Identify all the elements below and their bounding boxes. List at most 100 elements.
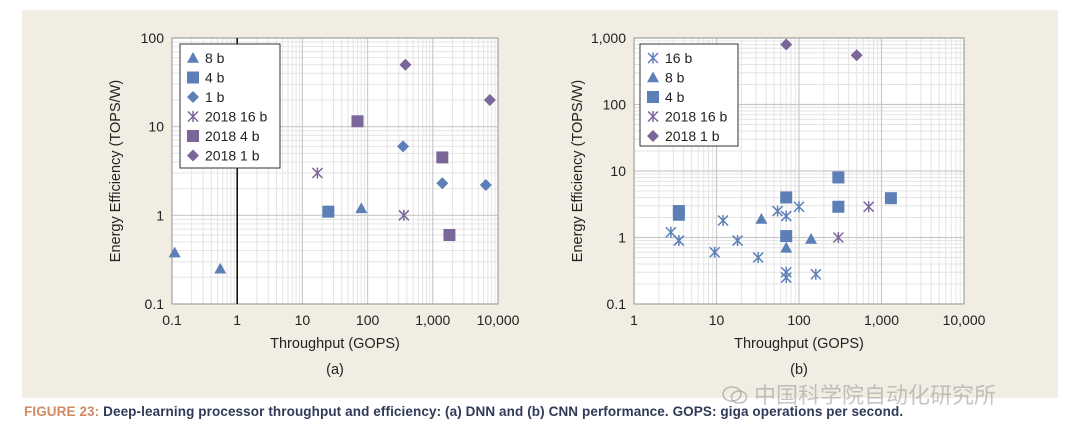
series-5 (399, 58, 496, 106)
data-point (436, 151, 449, 164)
x-axis-label: Throughput (GOPS) (734, 336, 864, 352)
data-point (443, 229, 456, 242)
data-point (351, 115, 364, 128)
data-point (479, 178, 492, 191)
legend: 16 b 8 b 4 b 2018 16 b 2018 1 b (639, 43, 739, 147)
legend-entry: 8 b (205, 50, 225, 66)
series-3 (832, 201, 875, 244)
data-point (483, 93, 496, 106)
data-point (780, 38, 793, 51)
y-tick-label: 10 (610, 163, 626, 179)
x-axis-label: Throughput (GOPS) (270, 336, 400, 352)
data-point (832, 200, 845, 213)
data-point (436, 177, 449, 190)
watermark-text: 中国科学院自动化研究所 (754, 383, 997, 408)
x-tick-label: 1 (233, 312, 241, 328)
data-point (755, 212, 768, 224)
data-point (399, 58, 412, 71)
legend-entry: 8 b (665, 70, 685, 86)
legend-entry: 16 b (665, 50, 692, 66)
data-point (780, 230, 793, 243)
legend-marker (647, 71, 659, 83)
legend-marker (187, 130, 199, 142)
data-point (355, 202, 368, 214)
legend-marker (187, 71, 199, 84)
legend-entry: 1 b (205, 89, 225, 105)
wechat-icon (722, 385, 748, 405)
x-tick-label: 1,000 (864, 312, 899, 328)
data-point (863, 201, 875, 213)
data-point (397, 140, 410, 153)
legend-marker (647, 91, 659, 103)
legend-marker (187, 52, 199, 63)
legend-marker (647, 52, 659, 64)
legend-entry: 2018 16 b (205, 109, 267, 125)
x-tick-label: 10 (295, 312, 311, 328)
data-point (832, 231, 844, 244)
series-0 (168, 202, 368, 274)
legend-entry: 2018 16 b (665, 109, 727, 125)
y-axis-label: Energy Efficiency (TOPS/W) (108, 80, 124, 262)
series-4 (780, 38, 863, 62)
data-point (752, 251, 764, 264)
legend-box (179, 43, 281, 169)
data-point (832, 171, 845, 184)
legend-marker (187, 149, 199, 162)
x-tick-label: 100 (787, 312, 811, 328)
legend-entry: 2018 1 b (205, 148, 260, 164)
y-axis-label: Energy Efficiency (TOPS/W) (570, 80, 586, 262)
panel-label: (b) (790, 362, 808, 378)
y-tick-label: 10 (148, 119, 164, 135)
data-point (850, 49, 863, 62)
data-point (673, 235, 685, 247)
panel-label: (a) (326, 362, 344, 378)
figure-charts: 0.1 1 10 100 1,000 10,0000.1110100Throughput … (108, 30, 986, 378)
x-tick-label: 10,000 (943, 312, 986, 328)
x-tick-label: 10 (709, 312, 725, 328)
data-point (780, 210, 792, 222)
legend-entry: 4 b (665, 89, 685, 105)
data-point (311, 167, 323, 179)
data-point (168, 246, 181, 258)
plot-border (633, 37, 965, 305)
x-tick-label: 1 (630, 312, 638, 328)
data-point (717, 214, 729, 227)
data-point (780, 241, 793, 253)
data-point (793, 201, 805, 213)
data-point (805, 232, 818, 244)
series-3 (311, 167, 410, 221)
data-point (672, 208, 685, 221)
series-1 (322, 205, 335, 218)
data-point (322, 205, 335, 218)
y-tick-label: 100 (141, 30, 165, 46)
series-4 (351, 115, 456, 242)
chart-0: 0.1 1 10 100 1,000 10,000 0.1 1 10 100 Throughput … (108, 30, 520, 378)
legend-entry: 2018 4 b (205, 128, 260, 144)
watermark: 中国科学院自动化研究所 (722, 378, 996, 410)
legend-marker (647, 130, 659, 142)
data-point (732, 235, 744, 247)
x-tick-label: 0.1 (162, 312, 182, 328)
legend-marker (187, 110, 199, 123)
x-tick-label: 100 (356, 312, 380, 328)
series-2 (397, 140, 492, 191)
data-point (810, 268, 822, 280)
y-tick-label: 1,000 (591, 30, 626, 46)
y-tick-label: 1 (156, 207, 164, 223)
legend-marker (647, 110, 659, 123)
data-point (709, 246, 721, 258)
legend: 8 b 4 b 1 b 2018 16 b 2018 4 b 2018 1 b (179, 43, 281, 169)
y-tick-label: 1 (618, 230, 626, 246)
legend-entry: 2018 1 b (665, 128, 720, 144)
caption-label: FIGURE 23: (24, 404, 100, 419)
x-tick-label: 1,000 (415, 312, 450, 328)
caption-text: Deep-learning processor throughput and e… (99, 404, 904, 419)
y-tick-label: 0.1 (607, 296, 627, 312)
data-point (780, 191, 793, 204)
data-point (772, 205, 784, 217)
data-point (884, 192, 897, 205)
legend-entry: 4 b (205, 70, 225, 86)
figure-caption: FIGURE 23: Deep-learning processor throu… (24, 404, 1054, 419)
plot-border (171, 37, 499, 305)
data-point (780, 272, 792, 284)
